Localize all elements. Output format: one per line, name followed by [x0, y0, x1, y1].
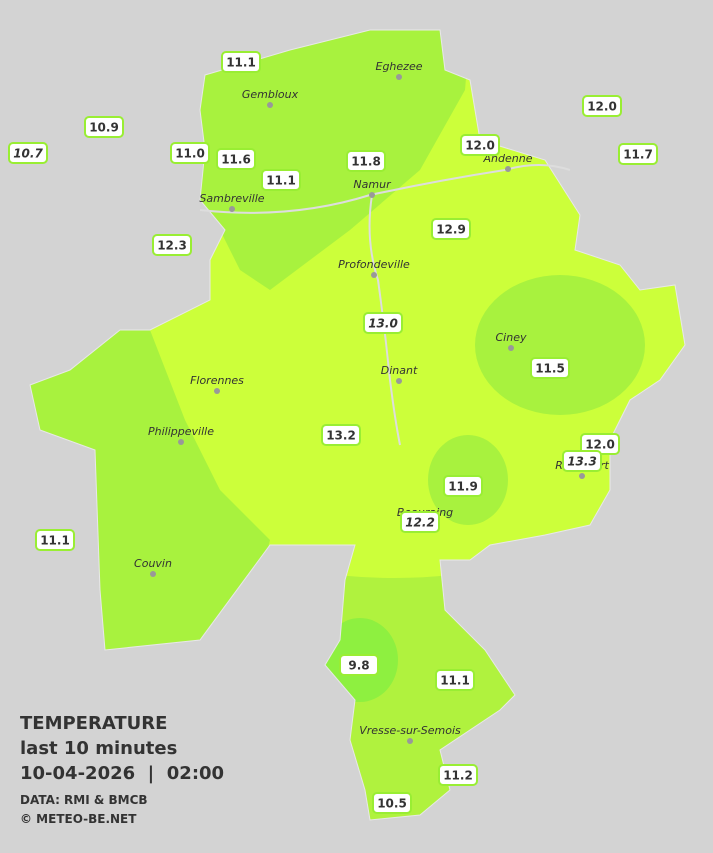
station-value: 11.2	[443, 769, 473, 783]
city-dot	[267, 102, 273, 108]
station-box	[562, 450, 602, 472]
station-value: 11.1	[266, 174, 296, 188]
station-box	[35, 529, 75, 551]
station-box	[216, 148, 256, 170]
station-box	[435, 669, 475, 691]
zone-ciney	[475, 275, 645, 415]
city-label: Sambreville	[199, 192, 264, 205]
legend-subtitle: last 10 minutes	[20, 738, 177, 759]
city-label: Philippeville	[148, 425, 214, 438]
city-dot	[407, 738, 413, 744]
city-dot	[214, 388, 220, 394]
station-value: 9.8	[348, 659, 369, 673]
station-value: 11.5	[535, 362, 565, 376]
station-box	[8, 142, 48, 164]
station-value: 12.0	[587, 100, 617, 114]
legend-source: DATA: RMI & BMCB	[20, 793, 148, 807]
city-dot	[371, 272, 377, 278]
station-value: 11.1	[226, 56, 256, 70]
station-box	[261, 169, 301, 191]
city-label: Vresse-sur-Semois	[359, 724, 461, 737]
station-box	[363, 312, 403, 334]
station-box	[443, 475, 483, 497]
city-dot	[508, 345, 514, 351]
station-box	[321, 424, 361, 446]
city-label: Couvin	[134, 557, 172, 570]
station-box	[460, 134, 500, 156]
city-label: Profondeville	[338, 258, 410, 271]
legend-title: TEMPERATURE	[20, 713, 167, 734]
station-value: 11.0	[175, 147, 205, 161]
station-value: 13.3	[567, 455, 597, 469]
zone-north	[190, 30, 470, 290]
station-box	[221, 51, 261, 73]
city-dot	[579, 473, 585, 479]
station-value: 10.5	[377, 797, 407, 811]
city-dot	[229, 206, 235, 212]
station-value: 11.9	[448, 480, 478, 494]
city-dot	[369, 192, 375, 198]
station-value: 13.0	[368, 317, 398, 331]
station-box	[152, 234, 192, 256]
city-dot	[505, 166, 511, 172]
station-box	[582, 95, 622, 117]
station-value: 12.2	[405, 516, 435, 530]
station-box	[372, 792, 412, 814]
city-label: Namur	[353, 178, 392, 191]
city-dot	[396, 74, 402, 80]
station-value: 11.1	[40, 534, 70, 548]
station-box	[530, 357, 570, 379]
legend-datetime: 10-04-2026 | 02:00	[20, 763, 224, 784]
city-dot	[150, 571, 156, 577]
city-label: Gembloux	[242, 88, 299, 101]
station-box	[618, 143, 658, 165]
city-dot	[178, 439, 184, 445]
station-box	[170, 142, 210, 164]
station-value: 13.2	[326, 429, 356, 443]
station-value: 11.1	[440, 674, 470, 688]
city-label: Dinant	[381, 364, 418, 377]
station-box	[400, 511, 440, 533]
station-value: 12.0	[585, 438, 615, 452]
station-box	[84, 116, 124, 138]
city-label: Florennes	[190, 374, 244, 387]
station-value: 11.8	[351, 155, 381, 169]
station-value: 12.3	[157, 239, 187, 253]
city-dot	[396, 378, 402, 384]
city-label: Ciney	[496, 331, 527, 344]
city-label: Eghezee	[376, 60, 423, 73]
station-box	[431, 218, 471, 240]
station-value: 10.7	[13, 147, 43, 161]
station-value: 11.6	[221, 153, 251, 167]
station-value: 10.9	[89, 121, 119, 135]
station-value: 12.0	[465, 139, 495, 153]
station-box	[339, 654, 379, 676]
station-value: 12.9	[436, 223, 466, 237]
station-value: 11.7	[623, 148, 653, 162]
station-box	[346, 150, 386, 172]
legend-copyright: © METEO-BE.NET	[20, 812, 137, 826]
labels: EghezeeGemblouxAndenneNamurSambrevillePr…	[8, 51, 658, 826]
station-box	[438, 764, 478, 786]
